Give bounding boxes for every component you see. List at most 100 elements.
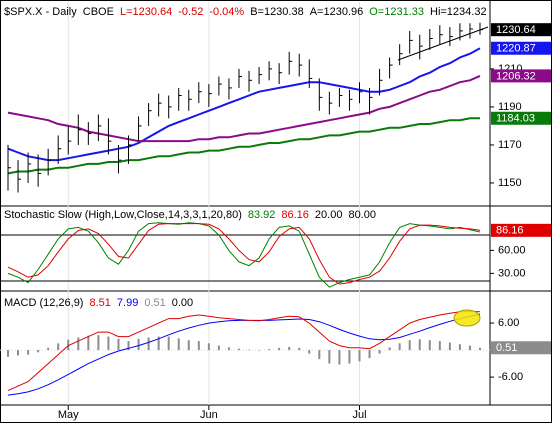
histogram-bar bbox=[358, 350, 361, 362]
header-text: 0.51 bbox=[144, 297, 165, 309]
histogram-bar bbox=[268, 349, 271, 351]
histogram-bar bbox=[479, 347, 481, 351]
histogram-bar bbox=[157, 336, 160, 351]
histogram-bar bbox=[77, 337, 80, 351]
value-box-label: 86.16 bbox=[496, 225, 524, 237]
histogram-bar bbox=[348, 350, 351, 364]
histogram-bar bbox=[378, 350, 381, 354]
header-text: 7.99 bbox=[117, 297, 138, 309]
value-box bbox=[491, 223, 551, 237]
series-line bbox=[7, 223, 481, 285]
histogram-bar bbox=[227, 347, 230, 351]
series-line bbox=[7, 310, 481, 392]
histogram-bar bbox=[438, 341, 441, 351]
histogram-bar bbox=[318, 350, 321, 360]
value-box-label: 0.51 bbox=[496, 342, 517, 354]
histogram-bar bbox=[248, 349, 251, 351]
series-line bbox=[7, 117, 480, 175]
header-text: CBOE bbox=[83, 6, 114, 18]
header-text: 20.00 bbox=[315, 209, 343, 221]
histogram-bar bbox=[368, 350, 371, 359]
header-text: A=1230.96 bbox=[310, 6, 364, 18]
value-box bbox=[491, 41, 551, 55]
series-line bbox=[7, 47, 481, 162]
value-box-label: 1184.03 bbox=[496, 113, 535, 125]
histogram-bar bbox=[448, 342, 451, 351]
y-tick-label: 1170 bbox=[498, 139, 522, 151]
header-text: Hi=1234.32 bbox=[430, 6, 487, 18]
header-text: L=1230.64 bbox=[120, 6, 172, 18]
histogram-bar bbox=[338, 350, 341, 365]
value-box-label: 1230.64 bbox=[496, 24, 536, 36]
histogram-bar bbox=[398, 343, 401, 351]
histogram-bar bbox=[17, 350, 20, 356]
histogram-bar bbox=[428, 340, 431, 351]
header-text: -0.52 bbox=[178, 6, 203, 18]
header-text: 83.92 bbox=[248, 209, 276, 221]
highlight bbox=[453, 309, 481, 327]
header-text: MACD (12,26,9) bbox=[4, 297, 83, 309]
histogram-bar bbox=[117, 338, 120, 351]
series-line bbox=[7, 222, 481, 288]
histogram-bar bbox=[177, 338, 180, 351]
header-text: Stochastic Slow (High,Low,Close,14,3,3,1… bbox=[4, 209, 242, 221]
header-text: 86.16 bbox=[281, 209, 309, 221]
histogram-bar bbox=[57, 343, 60, 351]
histogram-bar bbox=[47, 347, 50, 351]
value-box-label: 1206.32 bbox=[496, 70, 536, 82]
histogram-bar bbox=[137, 338, 140, 351]
value-box-label: 1220.87 bbox=[496, 43, 536, 55]
x-tick-label: May bbox=[58, 409, 79, 421]
value-box bbox=[491, 23, 551, 37]
header-text: 8.51 bbox=[89, 297, 110, 309]
histogram-bar bbox=[27, 350, 30, 355]
histogram-bar bbox=[408, 340, 411, 351]
histogram-bar bbox=[147, 337, 150, 351]
header-text: -0.04% bbox=[209, 6, 244, 18]
header-text: O=1231.33 bbox=[369, 6, 424, 18]
histogram-bar bbox=[207, 343, 210, 351]
histogram-bar bbox=[97, 335, 100, 351]
header-text: 80.00 bbox=[348, 209, 376, 221]
histogram-bar bbox=[388, 347, 391, 351]
value-box bbox=[491, 69, 551, 83]
trend-line bbox=[397, 26, 489, 61]
histogram-bar bbox=[468, 345, 471, 351]
histogram-bar bbox=[7, 350, 9, 357]
header-text: $SPX.X - Daily bbox=[4, 6, 77, 18]
y-tick-label: 1150 bbox=[498, 177, 522, 189]
histogram-bar bbox=[87, 335, 90, 351]
y-tick-label: 30.00 bbox=[498, 267, 526, 279]
header-text: 0.00 bbox=[172, 297, 193, 309]
series-line bbox=[7, 74, 481, 143]
histogram-bar bbox=[187, 340, 190, 351]
histogram-bar bbox=[328, 350, 331, 364]
histogram-bar bbox=[67, 339, 70, 351]
histogram-bar bbox=[237, 348, 240, 351]
histogram-bar bbox=[197, 341, 200, 351]
y-tick-label: 6.00 bbox=[498, 317, 519, 329]
histogram-bar bbox=[458, 344, 461, 351]
x-tick-label: Jun bbox=[200, 409, 218, 421]
x-tick-label: Jul bbox=[352, 409, 366, 421]
histogram-bar bbox=[308, 350, 311, 354]
histogram-bar bbox=[167, 336, 170, 351]
histogram-bar bbox=[258, 350, 261, 351]
histogram-bar bbox=[418, 339, 421, 351]
histogram-bar bbox=[298, 347, 301, 351]
histogram-bar bbox=[288, 346, 291, 351]
y-tick-label: 1190 bbox=[498, 101, 522, 113]
y-tick-label: -6.00 bbox=[498, 371, 523, 383]
histogram-bar bbox=[278, 347, 281, 351]
value-box bbox=[491, 111, 551, 125]
y-tick-label: 60.00 bbox=[498, 244, 526, 256]
histogram-bar bbox=[127, 341, 130, 351]
histogram-bar bbox=[107, 336, 110, 351]
histogram-bar bbox=[217, 345, 220, 351]
header-text: B=1230.38 bbox=[250, 6, 304, 18]
histogram-bar bbox=[37, 350, 40, 353]
